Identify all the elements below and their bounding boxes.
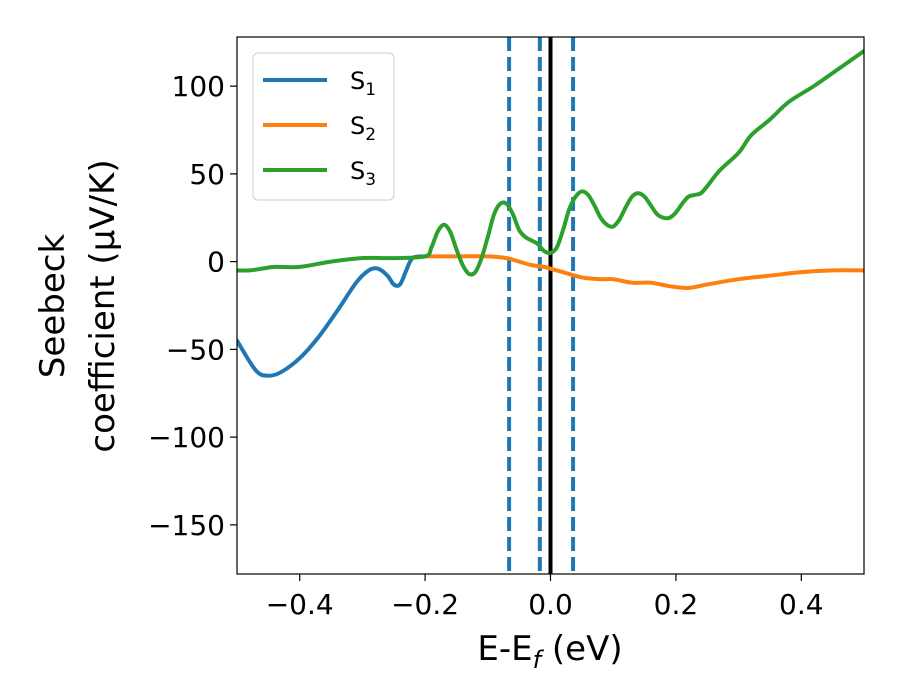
y-axis-title-line2: coefficient (μV/K) — [83, 159, 123, 452]
x-tick-label: −0.4 — [266, 588, 334, 621]
y-tick-label: 0 — [207, 246, 225, 279]
y-axis-ticks: 100 50 0 −50 −100 −150 — [148, 70, 237, 542]
x-axis-title: E-Ef (eV) — [477, 629, 622, 674]
legend-label-s2: S2 — [350, 112, 376, 145]
x-tick-label: 0.0 — [528, 588, 573, 621]
legend-label-s3: S3 — [350, 157, 376, 190]
series-line-s1 — [237, 254, 428, 378]
series-lines — [237, 49, 864, 378]
y-tick-label: −50 — [166, 333, 225, 366]
legend: S1 S2 S3 — [252, 52, 395, 201]
y-tick-label: 50 — [189, 158, 225, 191]
y-axis-title-line1: Seebeck — [33, 234, 73, 379]
x-tick-label: −0.2 — [391, 588, 459, 621]
y-tick-label: −100 — [148, 421, 225, 454]
x-tick-label: 0.2 — [654, 588, 699, 621]
legend-label-s1: S1 — [350, 67, 376, 100]
x-tick-label: 0.4 — [779, 588, 824, 621]
series-line-s2 — [423, 254, 864, 290]
x-axis-ticks: −0.4 −0.2 0.0 0.2 0.4 — [266, 574, 824, 621]
y-tick-label: −150 — [148, 509, 225, 542]
y-tick-label: 100 — [172, 70, 225, 103]
y-axis-title: Seebeck coefficient (μV/K) — [33, 159, 123, 452]
x-axis-title-main: E-E — [477, 629, 532, 669]
x-axis-title-suffix: (eV) — [541, 629, 623, 669]
reference-lines — [507, 37, 576, 574]
series-line-s3 — [237, 49, 864, 277]
